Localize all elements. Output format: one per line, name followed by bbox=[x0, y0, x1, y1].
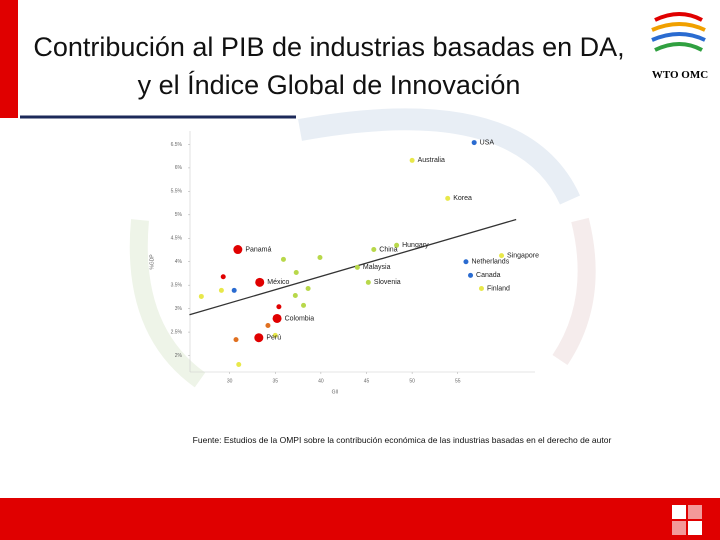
chart-title: Contribución al PIB de industrias basada… bbox=[33, 32, 625, 100]
title-box: Contribución al PIB de industrias basada… bbox=[33, 32, 625, 100]
logo-text: WTO OMC bbox=[652, 69, 708, 81]
y-tick-label: 2% bbox=[175, 353, 183, 359]
decor-swirl bbox=[552, 217, 596, 365]
point bbox=[233, 337, 239, 343]
point-label: Singapore bbox=[507, 252, 539, 259]
y-tick-label: 3.5% bbox=[171, 283, 183, 289]
point-label: Colombia bbox=[285, 315, 315, 322]
point bbox=[293, 270, 299, 276]
x-tick-label: 50 bbox=[409, 378, 415, 384]
point bbox=[233, 245, 243, 255]
y-tick-label: 6% bbox=[175, 165, 183, 171]
point bbox=[445, 195, 451, 201]
point bbox=[499, 253, 505, 259]
point-label: Korea bbox=[453, 195, 472, 202]
point bbox=[236, 361, 242, 367]
point bbox=[463, 259, 469, 265]
point-label: Canada bbox=[476, 272, 501, 279]
logo-mark bbox=[651, 12, 706, 52]
x-tick-label: 40 bbox=[318, 378, 324, 384]
point bbox=[365, 279, 371, 285]
point bbox=[231, 287, 237, 293]
point-label: Netherlands bbox=[471, 259, 509, 266]
y-tick-label: 4% bbox=[175, 259, 183, 265]
y-tick-label: 5.5% bbox=[171, 189, 183, 195]
point bbox=[471, 140, 477, 146]
point-label: Panamá bbox=[245, 246, 271, 253]
y-axis-label: %GDP bbox=[149, 254, 155, 270]
point bbox=[371, 247, 377, 253]
x-axis-label: GII bbox=[332, 389, 339, 395]
y-tick-label: 2.5% bbox=[171, 329, 183, 335]
x-tick-label: 45 bbox=[364, 378, 370, 384]
point bbox=[478, 285, 484, 291]
title-bar bbox=[0, 0, 18, 118]
point bbox=[280, 256, 286, 262]
point bbox=[255, 277, 265, 287]
point-label: Malaysia bbox=[363, 264, 391, 271]
decor-swirl bbox=[129, 219, 206, 388]
footer-band bbox=[0, 498, 720, 540]
point bbox=[265, 323, 271, 329]
x-tick-label: 30 bbox=[227, 378, 233, 384]
point-label: Slovenia bbox=[374, 279, 401, 286]
point bbox=[317, 255, 323, 261]
point-label: Perú bbox=[266, 335, 281, 342]
point bbox=[254, 333, 264, 343]
y-tick-label: 5% bbox=[175, 212, 183, 218]
point bbox=[292, 293, 298, 299]
point bbox=[409, 157, 415, 163]
footer-icon bbox=[672, 505, 702, 535]
x-tick-label: 35 bbox=[272, 378, 278, 384]
point-label: Finland bbox=[487, 285, 510, 292]
source-note: Fuente: Estudios de la OMPI sobre la con… bbox=[193, 435, 612, 445]
point bbox=[394, 242, 400, 248]
point bbox=[354, 264, 360, 270]
point bbox=[272, 332, 278, 338]
y-tick-label: 4.5% bbox=[171, 236, 183, 242]
point-label: Australia bbox=[418, 157, 445, 164]
point-label: México bbox=[267, 279, 289, 286]
point bbox=[305, 285, 311, 291]
point-label: Hungary bbox=[402, 242, 429, 249]
point-label: USA bbox=[480, 139, 495, 146]
trend-line bbox=[189, 218, 517, 316]
point bbox=[468, 272, 474, 278]
decor-swirl bbox=[298, 108, 581, 205]
x-tick-label: 55 bbox=[455, 378, 461, 384]
y-tick-label: 6.5% bbox=[171, 142, 183, 148]
point bbox=[198, 293, 204, 299]
point bbox=[272, 313, 282, 323]
point-label: China bbox=[379, 246, 397, 253]
point bbox=[220, 274, 226, 280]
point bbox=[276, 304, 282, 310]
point bbox=[218, 287, 224, 293]
y-tick-label: 3% bbox=[175, 306, 183, 312]
point bbox=[301, 302, 307, 308]
